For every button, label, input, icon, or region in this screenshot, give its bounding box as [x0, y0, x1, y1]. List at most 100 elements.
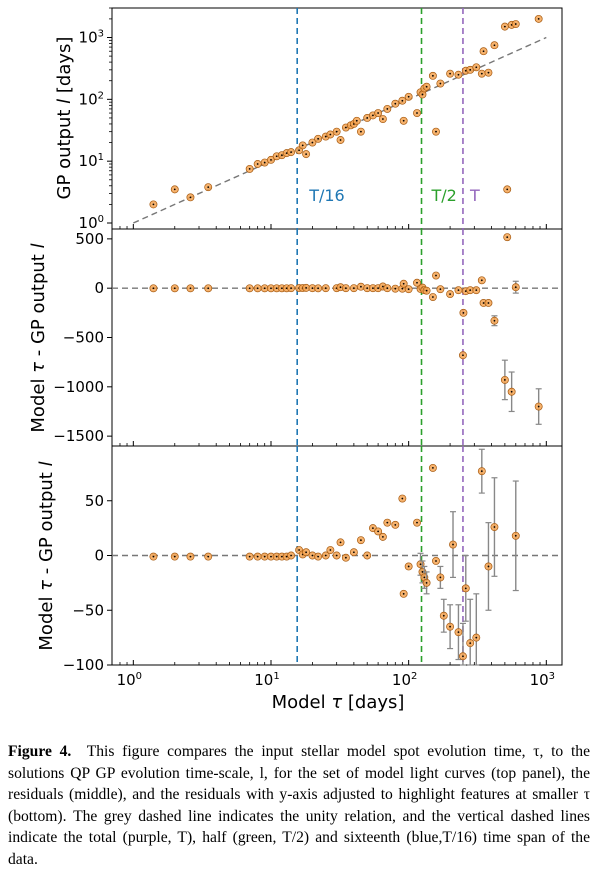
data-point-center	[452, 543, 454, 546]
xtick-exponent: 3	[549, 671, 555, 682]
data-point-center	[377, 287, 380, 290]
data-point-center	[407, 565, 410, 568]
data-point-center	[435, 560, 437, 562]
data-point-center	[305, 286, 308, 289]
ylabel-top: GP output l [days]	[54, 37, 75, 200]
data-point-center	[270, 158, 272, 161]
data-point-center	[514, 23, 517, 25]
ytick-exponent: 1	[98, 152, 104, 163]
data-point-center	[482, 50, 485, 53]
data-point-center	[431, 74, 434, 77]
data-point-center	[469, 289, 472, 292]
data-point-center	[366, 287, 369, 290]
data-point-center	[394, 287, 397, 290]
data-point-center	[248, 167, 251, 170]
ylabel-middle: Model τ - GP output l	[28, 243, 49, 432]
data-point-center	[317, 137, 320, 140]
xtick-label: 101	[254, 671, 279, 689]
data-point-center	[407, 288, 410, 291]
data-point-center	[360, 130, 362, 133]
data-point-center	[439, 288, 442, 291]
data-point-center	[503, 25, 506, 28]
ytick-label: −500	[63, 329, 104, 347]
data-point-center	[263, 555, 266, 558]
data-point-center	[152, 555, 155, 558]
data-point-center	[469, 68, 472, 71]
data-point-center	[439, 576, 442, 579]
data-point-center	[506, 188, 509, 191]
data-point-center	[482, 302, 485, 304]
data-point-center	[285, 152, 288, 155]
data-point-center	[352, 287, 355, 290]
data-point-center	[431, 296, 434, 298]
data-point-center	[275, 555, 278, 558]
data-point-center	[189, 287, 192, 290]
data-point-center	[290, 287, 293, 290]
ytick-label: −100	[63, 656, 104, 674]
ytick-label: 0	[94, 279, 104, 297]
data-point-center	[381, 118, 384, 120]
figure-4: 100 101 102 103 500 0 −500 −1000 −1500 50 0 −50 −100…	[28, 7, 563, 712]
data-point-center	[290, 151, 293, 154]
data-point-center	[394, 523, 397, 526]
xtick-exponent: 0	[136, 671, 142, 682]
data-point-center	[290, 554, 293, 557]
data-point-center	[537, 17, 540, 20]
data-point-center	[386, 108, 389, 110]
data-point-center	[457, 289, 460, 292]
data-point-center	[256, 555, 259, 558]
data-point-center	[416, 521, 418, 524]
data-point-center	[386, 287, 389, 290]
data-point-center	[355, 119, 358, 122]
ytick-label: 50	[85, 492, 104, 510]
data-point-center	[248, 555, 251, 558]
ylabel-bottom: Model τ - GP output l	[36, 461, 57, 650]
data-point-center	[329, 549, 332, 551]
data-point-center	[493, 319, 496, 322]
ytick-exponent: 3	[98, 29, 104, 40]
data-point-center	[514, 286, 517, 289]
data-point-center	[480, 279, 483, 282]
ytick-label: 103	[79, 29, 104, 47]
data-point-center	[207, 555, 210, 558]
data-point-center	[487, 302, 490, 304]
data-point-center	[335, 130, 338, 133]
data-point-center	[416, 112, 418, 114]
data-point-center	[173, 188, 176, 191]
data-point-center	[311, 287, 314, 290]
data-point-center	[475, 636, 478, 639]
data-point-center	[464, 587, 467, 590]
data-point-center	[475, 289, 478, 292]
axis-ticks: 1001011021035000−500−1000−1500500−50−100…	[53, 7, 555, 689]
data-point-center	[377, 112, 380, 114]
data-point-center	[317, 555, 320, 558]
data-point-center	[425, 289, 428, 292]
ytick-exponent: 0	[98, 214, 104, 225]
xlabel-bottom: Model τ [days]	[272, 692, 405, 712]
data-point-center	[377, 530, 380, 533]
chart-svg: 1001011021035000−500−1000−1500500−50−100…	[28, 7, 563, 712]
data-point-center	[280, 555, 283, 558]
data-point-center	[339, 139, 342, 141]
data-point-center	[435, 130, 437, 133]
data-point-center	[301, 144, 304, 147]
data-point-center	[480, 470, 483, 473]
data-point-center	[372, 287, 374, 290]
data-point-center	[339, 541, 342, 544]
data-point-center	[449, 293, 451, 295]
data-point-center	[402, 119, 405, 122]
data-point-center	[280, 154, 283, 157]
data-point-center	[173, 287, 176, 290]
ytick-label: −50	[72, 601, 104, 619]
data-point-center	[503, 379, 506, 381]
ytick-label: 500	[75, 230, 104, 248]
xtick-label: 100	[117, 671, 142, 689]
data-point-center	[401, 287, 404, 290]
data-point-center	[381, 535, 384, 538]
data-point-center	[462, 311, 465, 314]
data-point-center	[305, 153, 308, 156]
xtick-exponent: 1	[273, 671, 279, 682]
data-point-center	[439, 82, 442, 85]
data-point-center	[510, 390, 513, 393]
data-point-center	[275, 287, 278, 290]
